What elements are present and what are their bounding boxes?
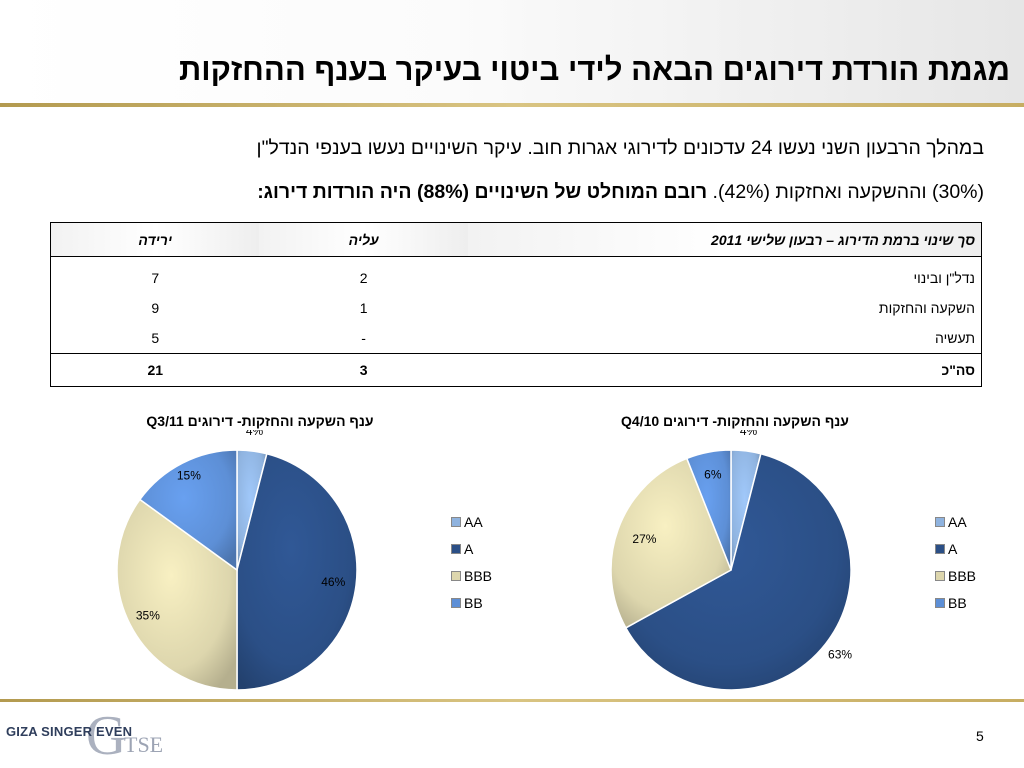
row-name: השקעה והחזקות [878, 300, 975, 316]
pie-label-a: 46% [321, 575, 345, 589]
total-up: 3 [259, 353, 468, 387]
chart-title-q4-10: ענף השקעה והחזקות- דירוגים Q4/10 [621, 413, 849, 429]
pie-slice-bb [685, 449, 732, 571]
row-up: 2 [359, 270, 368, 286]
legend-item-a: A [451, 535, 492, 562]
legend-item-bb: BB [451, 589, 492, 616]
pie-slice-a [236, 452, 358, 691]
table-total-row: סה"כ 3 21 [50, 353, 982, 387]
legend-q3-11: AA A BBB BB [451, 508, 492, 616]
title-divider [0, 103, 1024, 107]
page-number: 5 [976, 728, 984, 744]
pie-slice-bbb [116, 498, 238, 691]
legend-item-a: A [935, 535, 976, 562]
title-band [0, 0, 1024, 104]
legend-swatch [451, 570, 461, 581]
pie-label-a: 63% [828, 648, 852, 662]
legend-swatch [935, 597, 945, 608]
body-paragraph: במהלך הרבעון השני נעשו 24 עדכונים לדירוג… [34, 126, 984, 214]
rating-changes-table: סך שינוי ברמת הדירוג – רבעון שלישי 2011 … [50, 222, 982, 387]
body-line-1: במהלך הרבעון השני נעשו 24 עדכונים לדירוג… [256, 137, 984, 159]
giza-singer-even-logo: G GIZA SINGER EVEN TSE [6, 705, 196, 767]
row-up: - [361, 330, 366, 346]
legend-label: BBB [464, 567, 493, 584]
body-line-2: (30%) וההשקעה ואחזקות (42%). [707, 181, 984, 203]
footer-divider [0, 699, 1024, 702]
pie-chart-q4-10: 4% 63% 27% 6% [610, 430, 852, 691]
logo-mark: G [86, 705, 127, 767]
table-header-row: סך שינוי ברמת הדירוג – רבעון שלישי 2011 … [50, 222, 982, 257]
pie-label-bbb: 35% [136, 608, 160, 622]
row-down: 7 [151, 270, 160, 286]
row-down: 5 [151, 330, 160, 346]
row-up: 1 [359, 300, 368, 316]
pie-label-bb: 6% [704, 468, 722, 482]
legend-label: BBB [948, 567, 977, 584]
pie-label-aa: 4% [740, 430, 758, 438]
pie-chart-q3-11: 4% 46% 35% 15% [116, 430, 358, 691]
table-row: נדל"ן ובינוי 2 7 [51, 257, 982, 294]
legend-swatch [451, 597, 461, 608]
legend-item-aa: AA [935, 508, 976, 535]
legend-swatch [935, 543, 945, 554]
total-down: 21 [50, 353, 260, 387]
chart-title-q3-11: ענף השקעה והחזקות- דירוגים Q3/11 [146, 413, 374, 429]
pie-label-bbb: 27% [632, 532, 656, 546]
legend-swatch [935, 570, 945, 581]
table-header-up: עליה [259, 222, 468, 257]
table-header-name: סך שינוי ברמת הדירוג – רבעון שלישי 2011 [467, 222, 982, 257]
legend-item-bb: BB [935, 589, 976, 616]
logo-sub: TSE [124, 732, 164, 757]
legend-label: BB [948, 594, 967, 611]
row-name: נדל"ן ובינוי [913, 270, 976, 286]
legend-swatch [451, 516, 461, 527]
pie-label-aa: 4% [246, 430, 264, 438]
pie-slice-bbb [610, 457, 732, 629]
table-row: תעשיה - 5 [51, 323, 982, 354]
pie-label-bb: 15% [177, 469, 201, 483]
legend-swatch [935, 516, 945, 527]
legend-label: A [464, 540, 474, 557]
row-down: 9 [151, 300, 160, 316]
legend-label: AA [948, 513, 967, 530]
body-line-2-bold: רובם המוחלט של השינויים (88%) היה הורדות… [257, 181, 708, 203]
legend-item-aa: AA [451, 508, 492, 535]
legend-item-bbb: BBB [451, 562, 492, 589]
table-row: השקעה והחזקות 1 9 [51, 293, 982, 323]
total-name: סה"כ [467, 353, 982, 387]
legend-swatch [451, 543, 461, 554]
legend-label: A [948, 540, 958, 557]
row-name: תעשיה [935, 330, 975, 346]
legend-label: BB [464, 594, 483, 611]
legend-item-bbb: BBB [935, 562, 976, 589]
pie-slice-bb [138, 449, 238, 572]
logo-text: GIZA SINGER EVEN [6, 724, 133, 739]
legend-label: AA [464, 513, 483, 530]
table-header-down: ירידה [50, 222, 260, 257]
slide-title: מגמת הורדת דירוגים הבאה לידי ביטוי בעיקר… [178, 52, 1010, 87]
pie-slice-a [624, 452, 852, 691]
legend-q4-10: AA A BBB BB [935, 508, 976, 616]
